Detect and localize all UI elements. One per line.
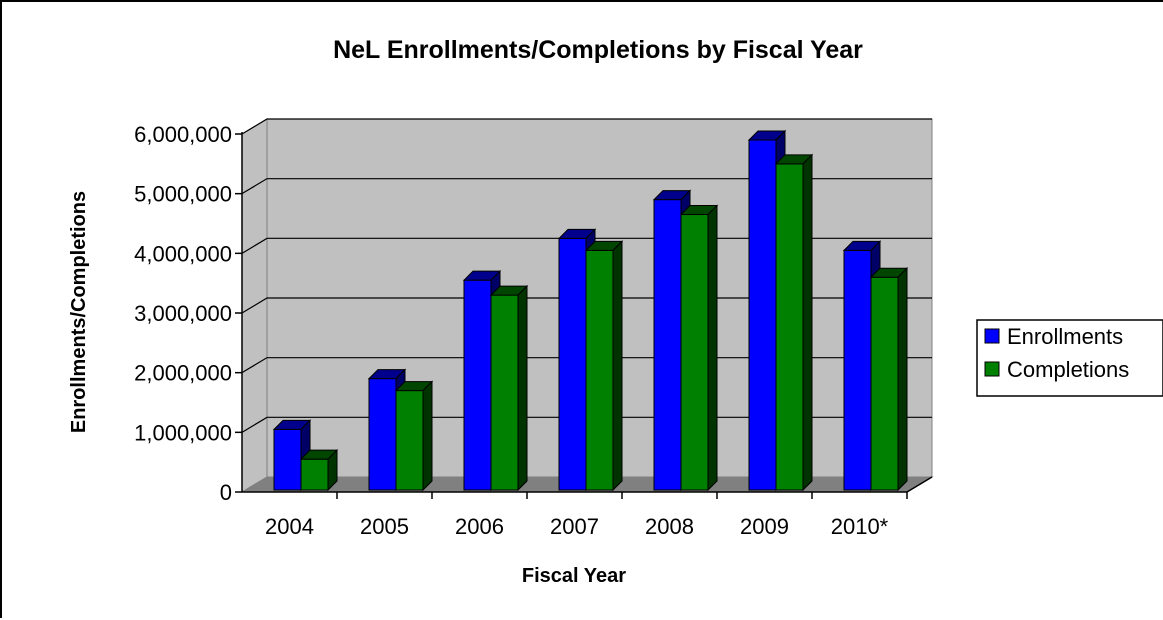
- y-tick-label: 0: [220, 480, 232, 505]
- bar-completions-2005: [394, 380, 434, 492]
- x-axis-title: Fiscal Year: [522, 565, 626, 587]
- bar-front: [490, 294, 519, 491]
- x-tick-label: 2008: [645, 514, 694, 539]
- x-tick-label: 2007: [550, 514, 599, 539]
- y-tick-label: 6,000,000: [134, 122, 232, 147]
- bar-side: [802, 153, 813, 492]
- bar-front: [748, 139, 777, 491]
- x-tick-label: 2009: [740, 514, 789, 539]
- bar-front: [273, 428, 302, 491]
- x-tick-label: 2005: [360, 514, 409, 539]
- bar-front: [775, 163, 804, 491]
- bar-completions-2010: [869, 266, 909, 492]
- legend-swatch-completions: [984, 361, 1000, 377]
- legend-swatch-enrollments: [984, 328, 1000, 344]
- bar-completions-2009: [774, 153, 814, 492]
- bar-front: [870, 276, 899, 491]
- x-tick-label: 2006: [455, 514, 504, 539]
- legend-label-completions: Completions: [1007, 357, 1129, 382]
- bar-side: [327, 448, 338, 492]
- x-tick-label: 2004: [265, 514, 314, 539]
- y-tick-label: 2,000,000: [134, 361, 232, 386]
- bar-side: [897, 266, 908, 492]
- bar-front: [368, 378, 397, 491]
- y-tick-label: 4,000,000: [134, 241, 232, 266]
- bar-front: [463, 279, 492, 491]
- bar-front: [843, 249, 872, 491]
- gridline: [241, 178, 932, 195]
- gridline: [241, 118, 932, 135]
- y-tick-label: 1,000,000: [134, 420, 232, 445]
- bar-front: [395, 390, 424, 491]
- bar-completions-2008: [679, 204, 719, 492]
- bar-front: [653, 199, 682, 491]
- y-tick-label: 3,000,000: [134, 301, 232, 326]
- bar-side: [422, 380, 433, 492]
- bar-side: [517, 284, 528, 492]
- chart-title: NeL Enrollments/Completions by Fiscal Ye…: [333, 36, 863, 64]
- x-tick-label: 2010*: [831, 514, 889, 539]
- bar-side: [612, 240, 623, 492]
- legend: Enrollments Completions: [976, 319, 1163, 397]
- bar-front: [585, 249, 614, 491]
- bar-completions-2007: [584, 240, 624, 492]
- bar-side: [707, 204, 718, 492]
- bar-front: [300, 458, 329, 491]
- bar-completions-2006: [489, 284, 529, 492]
- axes: 0 1,000,000 2,000,000 3,000,000 4,000,000 5,0…: [134, 122, 933, 539]
- legend-box: [976, 319, 1163, 397]
- bar-front: [558, 237, 587, 491]
- bar-front: [680, 214, 709, 491]
- y-tick-label: 5,000,000: [134, 182, 232, 207]
- bar-completions-2004: [299, 448, 339, 492]
- y-axis-title: Enrollments/Completions: [68, 191, 90, 433]
- x-axis-depth-line: [906, 476, 933, 493]
- legend-label-enrollments: Enrollments: [1007, 324, 1123, 349]
- bars: [272, 129, 909, 492]
